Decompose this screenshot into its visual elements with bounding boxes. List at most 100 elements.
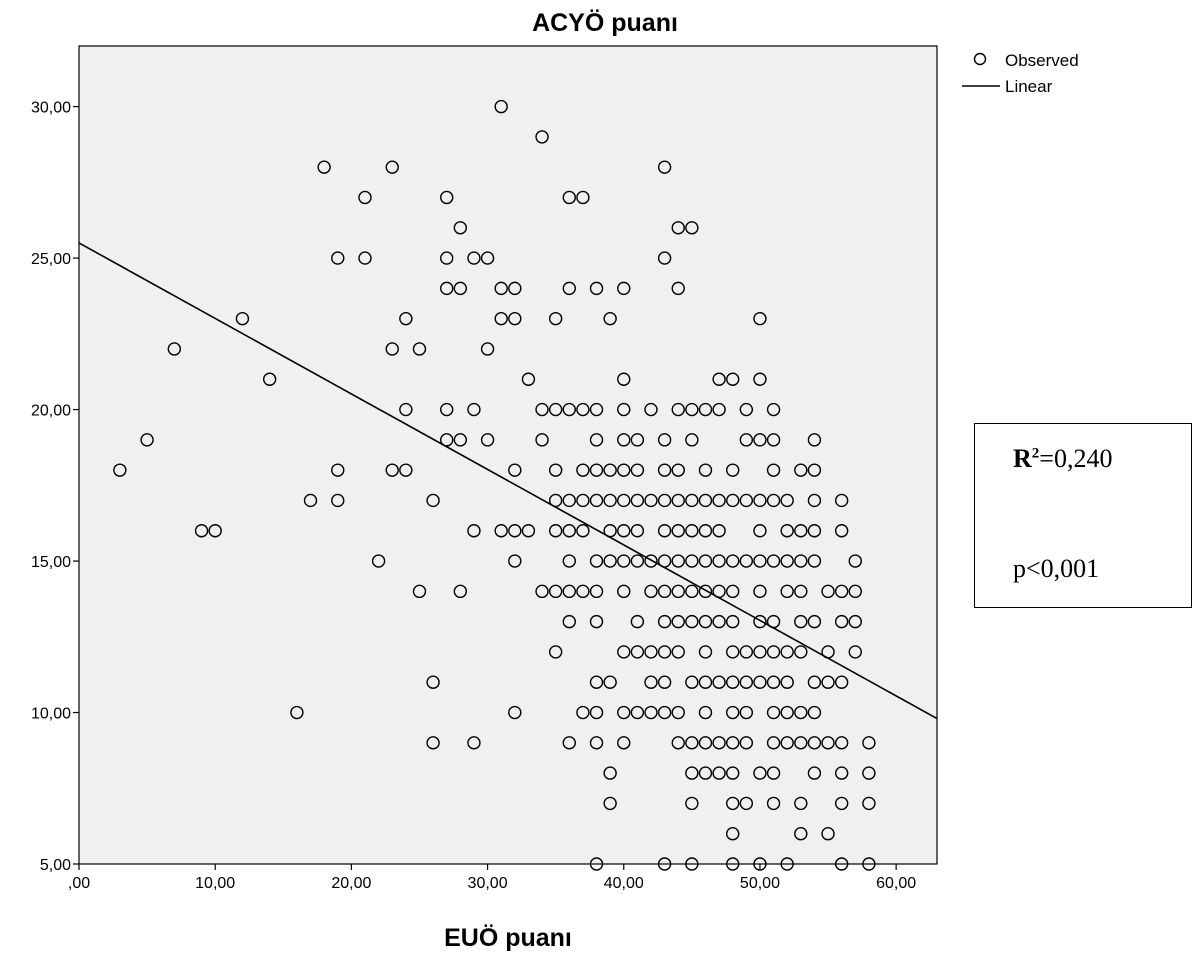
data-point [426, 736, 440, 750]
data-point [603, 675, 617, 689]
data-point [399, 311, 413, 326]
data-point [262, 372, 277, 386]
data-point [766, 402, 781, 417]
data-point [467, 524, 481, 538]
data-point [698, 463, 713, 477]
data-point [671, 554, 685, 568]
data-point [671, 705, 685, 720]
data-point [412, 342, 427, 356]
data-point [576, 463, 590, 477]
data-point [657, 251, 672, 265]
data-point [685, 796, 699, 811]
data-point [535, 584, 549, 599]
data-point [617, 584, 631, 599]
data-point [807, 675, 822, 689]
plot-area [78, 45, 938, 865]
data-point [657, 584, 672, 599]
r-squared-text: R2=0,240 [1013, 444, 1112, 474]
data-point [848, 554, 862, 568]
data-point [657, 705, 672, 720]
data-point [794, 645, 808, 659]
r-squared-value: =0,240 [1039, 444, 1113, 473]
x-tick-label: 20,00 [331, 875, 371, 892]
y-tick-label: 15,00 [31, 554, 71, 571]
data-point [698, 614, 713, 629]
data-point [657, 675, 672, 689]
data-point [385, 463, 399, 477]
data-point [467, 736, 481, 750]
data-point [726, 584, 740, 599]
data-point [603, 463, 617, 477]
data-point [535, 402, 549, 417]
data-point [766, 766, 781, 780]
stats-box: R2=0,240 p<0,001 [974, 423, 1192, 608]
data-point [589, 675, 604, 689]
data-point [480, 342, 495, 356]
data-point [548, 524, 563, 538]
data-point [780, 584, 794, 599]
data-point [712, 402, 726, 417]
data-point [453, 221, 468, 235]
data-point [726, 766, 740, 780]
data-point [834, 796, 849, 811]
data-point [657, 463, 672, 477]
data-point [794, 736, 808, 750]
data-point [712, 493, 726, 508]
data-point [807, 766, 822, 780]
data-point [589, 402, 604, 417]
data-point [726, 493, 740, 508]
data-point [480, 433, 495, 447]
data-point [657, 645, 672, 659]
data-point [821, 675, 835, 689]
data-point [440, 402, 454, 417]
data-point [603, 766, 617, 780]
data-point [589, 433, 604, 447]
data-point [698, 645, 713, 659]
data-point [807, 433, 822, 447]
r-squared-exponent: 2 [1031, 445, 1040, 462]
data-point [794, 554, 808, 568]
data-point [440, 190, 454, 205]
data-point [671, 402, 685, 417]
data-point [807, 524, 822, 538]
data-point [685, 524, 699, 538]
data-point [603, 311, 617, 326]
data-point [766, 796, 781, 811]
data-point [671, 281, 685, 296]
data-point [766, 705, 781, 720]
data-point [589, 705, 604, 720]
data-point [589, 554, 604, 568]
data-point [766, 675, 781, 689]
y-tick-label: 25,00 [31, 251, 71, 268]
data-point [412, 584, 427, 599]
data-point [644, 493, 658, 508]
data-point [780, 645, 794, 659]
data-point [508, 705, 522, 720]
data-point [644, 645, 658, 659]
data-point [589, 614, 604, 629]
data-point [548, 402, 563, 417]
legend-linear-label: Linear [1005, 77, 1053, 96]
data-point [848, 614, 862, 629]
data-point [862, 857, 876, 871]
data-point [562, 493, 576, 508]
data-point [453, 433, 468, 447]
data-point [753, 766, 767, 780]
data-point [657, 493, 672, 508]
data-point [235, 311, 250, 326]
data-point [726, 827, 740, 841]
data-point [562, 736, 576, 750]
data-point [726, 705, 740, 720]
data-point [194, 524, 209, 538]
data-point [753, 524, 767, 538]
data-point [548, 463, 563, 477]
data-point [331, 251, 345, 265]
data-point [576, 493, 590, 508]
data-point [698, 554, 713, 568]
data-point [726, 554, 740, 568]
data-point [644, 554, 658, 568]
data-point [726, 645, 740, 659]
data-point [617, 281, 631, 296]
data-point [794, 463, 808, 477]
data-point [317, 160, 331, 174]
